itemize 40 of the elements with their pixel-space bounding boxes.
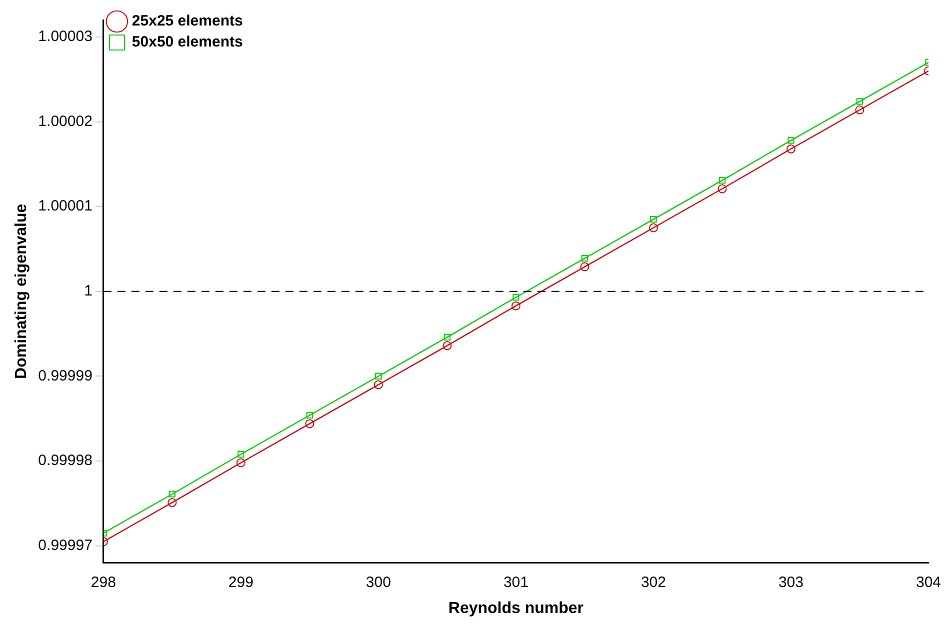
point	[856, 98, 864, 105]
y-tick-label: 0.99997	[38, 536, 92, 554]
x-tick-label: 298	[90, 574, 116, 591]
x-tick-label: 302	[640, 574, 666, 591]
y-tick-label: 1.00003	[38, 28, 92, 46]
x-tick-label: 304	[916, 574, 941, 591]
point	[168, 498, 177, 508]
x-tick-label: 303	[778, 574, 804, 591]
y-tick-label: 0.99998	[38, 452, 92, 470]
x-tick-label: 301	[503, 574, 528, 591]
y-tick-label: 1.00001	[38, 198, 92, 215]
point	[168, 490, 176, 498]
y-tick-label: 0.99999	[38, 367, 92, 384]
point	[580, 262, 590, 272]
x-tick-label: 299	[228, 574, 254, 591]
point	[375, 372, 382, 380]
point	[238, 450, 244, 458]
point	[718, 184, 727, 194]
point	[648, 223, 658, 232]
point	[305, 419, 314, 428]
point	[788, 137, 794, 144]
y-tick-label: 1.00002	[38, 112, 92, 130]
point	[374, 380, 383, 390]
point	[718, 176, 726, 184]
point	[512, 294, 520, 301]
y-axis-title: Dominating eigenvalue	[13, 204, 30, 379]
point	[442, 341, 452, 350]
point	[236, 458, 246, 468]
x-axis-title: Reynolds number	[448, 600, 584, 617]
y-tick-label: 1	[84, 282, 92, 300]
legend-label: 25x25 elements	[132, 12, 243, 30]
point	[581, 254, 588, 262]
point	[306, 412, 314, 419]
point	[444, 334, 451, 341]
x-tick-label: 300	[366, 574, 391, 591]
point	[511, 301, 520, 310]
legend-label: 50x50 elements	[132, 34, 243, 51]
point	[855, 105, 864, 114]
point	[650, 216, 657, 223]
point	[786, 144, 796, 154]
